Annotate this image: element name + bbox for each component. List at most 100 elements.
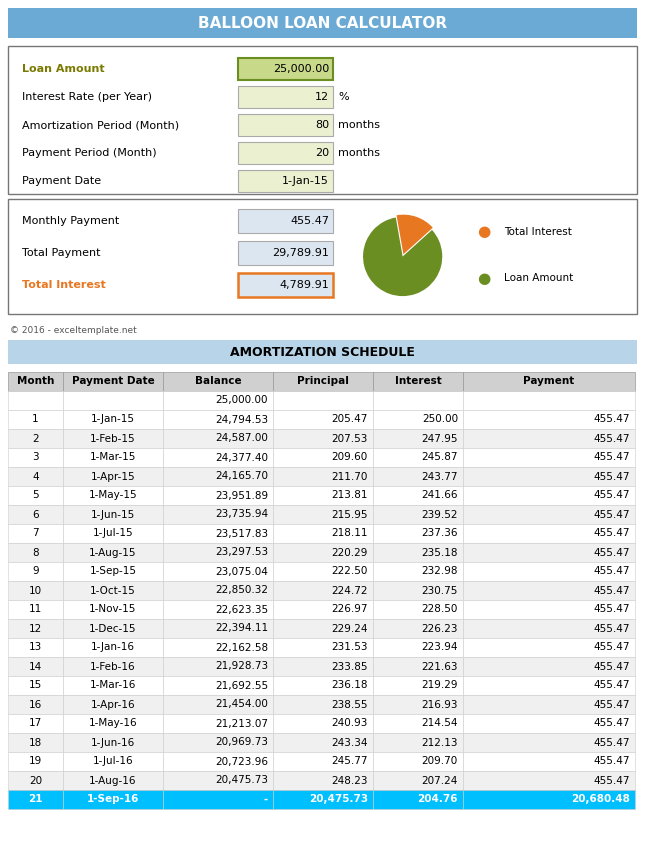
Text: 455.47: 455.47 [593,776,630,785]
Bar [163,505,273,524]
Bar [8,638,63,657]
Text: 226.23: 226.23 [421,623,458,633]
Text: 204.76: 204.76 [417,795,458,805]
Bar [463,524,635,543]
Bar [163,638,273,657]
Bar [63,486,163,505]
Bar [463,543,635,562]
Text: 231.53: 231.53 [332,643,368,652]
Text: 1-Mar-15: 1-Mar-15 [90,453,136,462]
Text: 228.50: 228.50 [422,605,458,615]
Text: 214.54: 214.54 [421,718,458,728]
Text: 213.81: 213.81 [332,490,368,500]
Text: 20: 20 [315,148,329,158]
Text: 245.87: 245.87 [421,453,458,462]
Text: 80: 80 [315,120,329,130]
Bar [8,771,63,790]
Bar [463,714,635,733]
Text: 230.75: 230.75 [422,585,458,595]
Text: 2: 2 [32,433,39,444]
Text: 20,680.48: 20,680.48 [571,795,630,805]
Text: 218.11: 218.11 [332,528,368,538]
Text: 1-Dec-15: 1-Dec-15 [89,623,137,633]
Text: 21,213.07: 21,213.07 [215,718,268,728]
Bar [163,619,273,638]
Bar [8,543,63,562]
Text: 22,850.32: 22,850.32 [215,585,268,595]
Text: 15: 15 [29,680,42,690]
Text: Payment Date: Payment Date [72,377,154,387]
Bar [163,486,273,505]
Text: 455.47: 455.47 [593,433,630,444]
Bar [373,429,463,448]
Text: 23,735.94: 23,735.94 [215,510,268,520]
Bar [63,543,163,562]
Bar [463,657,635,676]
Text: 455.47: 455.47 [593,548,630,557]
Bar [373,410,463,429]
Text: 455.47: 455.47 [593,566,630,577]
Text: 16: 16 [29,700,42,710]
Bar [8,600,63,619]
Text: 1-Feb-15: 1-Feb-15 [90,433,136,444]
Bar [238,58,333,80]
Text: 1-May-16: 1-May-16 [89,718,137,728]
Text: 1-Jul-16: 1-Jul-16 [93,756,134,767]
Bar [463,733,635,752]
Bar [273,733,373,752]
Text: 1-Apr-15: 1-Apr-15 [91,471,135,482]
Bar [373,486,463,505]
Text: 1-Jun-15: 1-Jun-15 [91,510,135,520]
Bar [273,505,373,524]
Bar [63,448,163,467]
Bar [63,391,163,410]
Bar [8,340,637,364]
Bar [273,600,373,619]
Text: 455.47: 455.47 [593,471,630,482]
Text: Principal: Principal [297,377,349,387]
Text: 455.47: 455.47 [593,700,630,710]
Text: ●: ● [477,224,490,239]
Bar [463,771,635,790]
Bar [63,524,163,543]
Text: 1: 1 [32,415,39,425]
Bar [8,505,63,524]
Text: 1-Sep-15: 1-Sep-15 [90,566,137,577]
Bar [163,562,273,581]
Text: 455.47: 455.47 [593,718,630,728]
Text: 17: 17 [29,718,42,728]
Bar [463,486,635,505]
Text: 12: 12 [315,92,329,102]
Bar [63,790,163,809]
Text: 212.13: 212.13 [421,738,458,747]
Bar [63,752,163,771]
Text: Balance: Balance [195,377,241,387]
Bar [8,8,637,38]
Text: 22,394.11: 22,394.11 [215,623,268,633]
Text: 1-Sep-16: 1-Sep-16 [87,795,139,805]
Text: 14: 14 [29,661,42,672]
Text: months: months [338,148,380,158]
Text: Payment Period (Month): Payment Period (Month) [22,148,157,158]
Bar [373,638,463,657]
Text: 207.53: 207.53 [332,433,368,444]
Bar [163,372,273,391]
Bar [8,657,63,676]
Text: 241.66: 241.66 [421,490,458,500]
Text: 20,723.96: 20,723.96 [215,756,268,767]
Bar [273,581,373,600]
Bar [373,657,463,676]
Bar [463,638,635,657]
Bar [373,372,463,391]
Text: 4: 4 [32,471,39,482]
Bar [63,429,163,448]
Bar [63,619,163,638]
Text: 21,928.73: 21,928.73 [215,661,268,672]
Text: 209.60: 209.60 [332,453,368,462]
Text: 243.77: 243.77 [421,471,458,482]
Text: 240.93: 240.93 [332,718,368,728]
Bar [238,170,333,192]
Bar [163,391,273,410]
Bar [463,581,635,600]
Bar [273,619,373,638]
